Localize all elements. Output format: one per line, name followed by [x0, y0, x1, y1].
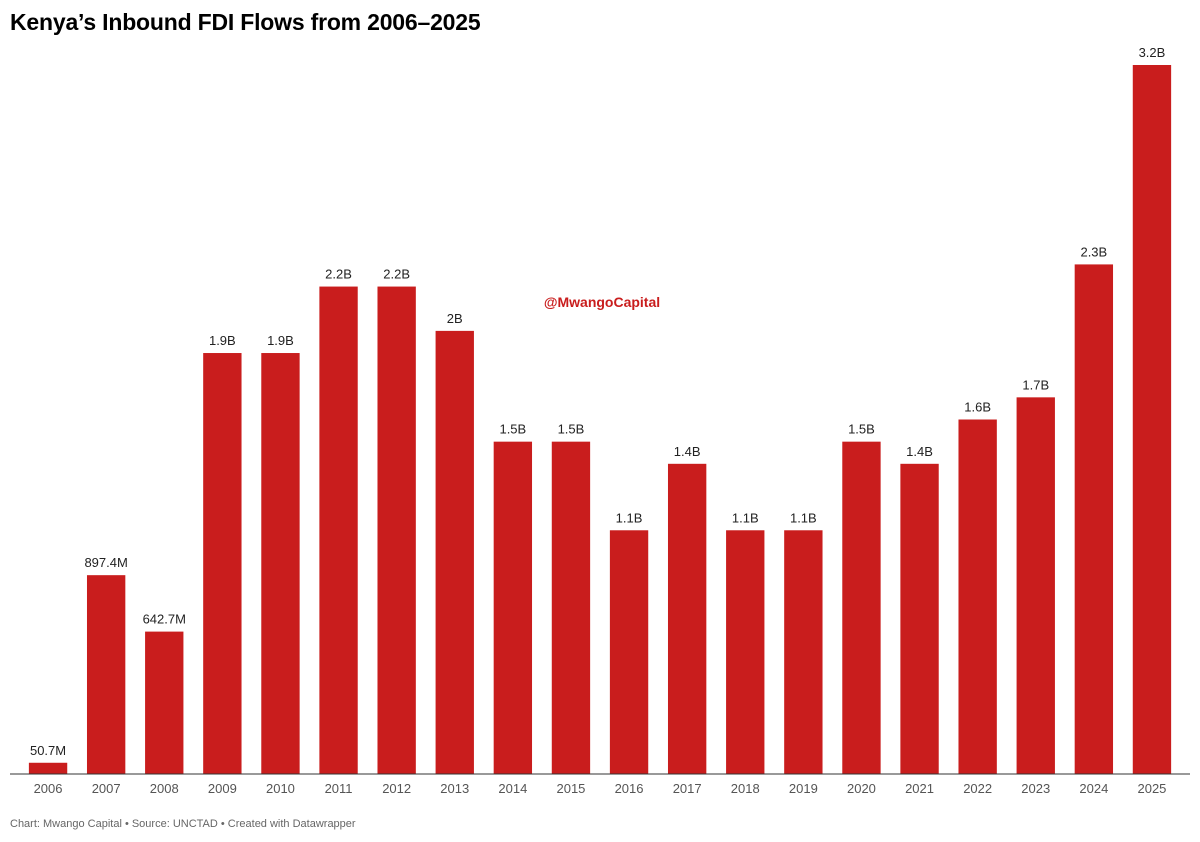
- chart-title: Kenya’s Inbound FDI Flows from 2006–2025: [10, 9, 481, 35]
- bar-2023: [1016, 397, 1055, 774]
- bar-value-label-2007: 897.4M: [84, 555, 127, 570]
- x-tick-label-2019: 2019: [789, 781, 818, 796]
- bar-2017: [667, 463, 707, 774]
- x-tick-label-2023: 2023: [1021, 781, 1050, 796]
- bar-2020: [842, 441, 881, 774]
- bar-2024: [1074, 264, 1114, 774]
- bar-2012: [377, 286, 416, 774]
- bar-value-label-2020: 1.5B: [848, 422, 875, 437]
- bar-2015: [551, 441, 591, 774]
- bar-value-label-2011: 2.2B: [325, 267, 352, 282]
- x-tick-label-2008: 2008: [150, 781, 179, 796]
- x-tick-label-2016: 2016: [615, 781, 644, 796]
- watermark-text: @MwangoCapital: [544, 294, 660, 310]
- x-tick-label-2011: 2011: [325, 781, 353, 796]
- bar-2010: [261, 353, 300, 774]
- x-tick-label-2010: 2010: [266, 781, 295, 796]
- x-tick-label-2024: 2024: [1079, 781, 1108, 796]
- bar-2018: [726, 530, 765, 774]
- x-tick-label-2018: 2018: [731, 781, 760, 796]
- bar-value-label-2014: 1.5B: [499, 422, 526, 437]
- bar-2025: [1132, 65, 1172, 774]
- bar-2016: [609, 530, 649, 774]
- x-tick-label-2009: 2009: [208, 781, 237, 796]
- bar-2014: [493, 441, 533, 774]
- bar-value-label-2013: 2B: [447, 311, 463, 326]
- bar-value-label-2025: 3.2B: [1139, 45, 1166, 60]
- x-tick-label-2007: 2007: [92, 781, 121, 796]
- bar-value-label-2006: 50.7M: [30, 743, 66, 758]
- bar-2011: [319, 286, 358, 774]
- x-tick-label-2015: 2015: [556, 781, 585, 796]
- chart-footer: Chart: Mwango Capital • Source: UNCTAD •…: [10, 818, 356, 830]
- bar-value-label-2024: 2.3B: [1080, 244, 1107, 259]
- bar-value-label-2017: 1.4B: [674, 444, 701, 459]
- bar-value-label-2015: 1.5B: [558, 422, 585, 437]
- bars-group: [28, 65, 1172, 775]
- bar-2022: [958, 419, 997, 774]
- bar-value-label-2008: 642.7M: [143, 612, 186, 627]
- bar-2007: [86, 575, 126, 774]
- bar-2019: [784, 530, 823, 774]
- x-tick-label-2017: 2017: [673, 781, 702, 796]
- x-tick-label-2014: 2014: [498, 781, 527, 796]
- x-axis-ticks: 2006 2007 2008 2009 2010 2011 2012 2013 2014 2015…: [34, 781, 1167, 796]
- x-tick-label-2006: 2006: [34, 781, 63, 796]
- bar-2006: [28, 762, 68, 774]
- x-tick-label-2013: 2013: [440, 781, 469, 796]
- bar-value-label-2012: 2.2B: [383, 267, 410, 282]
- bar-value-label-2009: 1.9B: [209, 333, 236, 348]
- x-tick-label-2025: 2025: [1137, 781, 1166, 796]
- x-tick-label-2021: 2021: [905, 781, 934, 796]
- bar-value-label-2016: 1.1B: [616, 510, 643, 525]
- bar-value-label-2021: 1.4B: [906, 444, 933, 459]
- bar-value-label-2018: 1.1B: [732, 510, 759, 525]
- bar-value-label-2010: 1.9B: [267, 333, 294, 348]
- bar-value-label-2019: 1.1B: [790, 510, 817, 525]
- bar-value-label-2023: 1.7B: [1022, 377, 1049, 392]
- bar-2021: [900, 463, 939, 774]
- bar-2009: [203, 353, 242, 774]
- bar-value-label-2022: 1.6B: [964, 400, 991, 415]
- bar-2013: [435, 330, 474, 775]
- x-tick-label-2022: 2022: [963, 781, 992, 796]
- bar-2008: [145, 631, 184, 774]
- x-tick-label-2020: 2020: [847, 781, 876, 796]
- bar-labels-group: 50.7M 897.4M 642.7M 1.9B 1.9B 2.2B 2.2B 2B 1.5B 1…: [30, 45, 1165, 758]
- x-tick-label-2012: 2012: [382, 781, 411, 796]
